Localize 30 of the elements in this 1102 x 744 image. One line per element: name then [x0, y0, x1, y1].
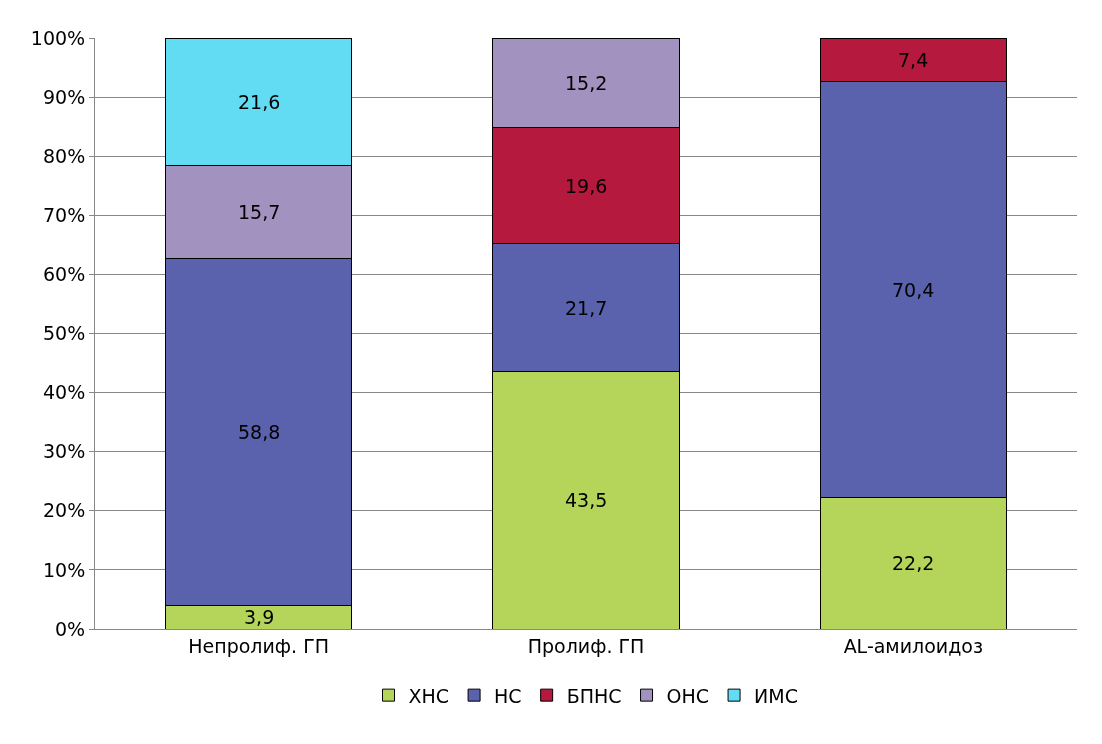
y-tick-label: 30% — [42, 440, 86, 463]
legend-label: ИМС — [754, 684, 798, 707]
y-tick-label: 40% — [42, 381, 86, 404]
y-tick-label: 20% — [42, 499, 86, 522]
x-tick-label: AL-амилоидоз — [843, 634, 984, 657]
data-label: 7,4 — [898, 49, 929, 71]
data-label: 21,6 — [238, 91, 281, 113]
y-tick-label: 0% — [55, 617, 86, 640]
y-tick-label: 70% — [42, 203, 86, 226]
data-label: 19,6 — [565, 175, 608, 197]
data-label: 70,4 — [892, 279, 935, 301]
data-label: 58,8 — [238, 421, 281, 443]
y-tick-label: 50% — [42, 322, 86, 345]
x-tick-label: Пролиф. ГП — [527, 634, 645, 657]
y-tick-label: 10% — [42, 558, 86, 581]
y-tick-label: 90% — [42, 85, 86, 108]
data-label: 43,5 — [565, 489, 608, 511]
legend-label: НС — [494, 684, 522, 707]
y-tick-label: 100% — [30, 26, 86, 49]
y-tick-label: 60% — [42, 263, 86, 286]
x-tick-label: Непролиф. ГП — [188, 634, 330, 657]
data-label: 3,9 — [244, 606, 275, 628]
legend-label: ОНС — [666, 684, 710, 707]
y-tick-label: 80% — [42, 144, 86, 167]
data-label: 21,7 — [565, 297, 608, 319]
legend-label: ХНС — [408, 684, 450, 707]
legend-label: БПНС — [566, 684, 622, 707]
data-label: 15,2 — [565, 72, 608, 94]
data-label: 15,7 — [238, 201, 281, 223]
data-label: 22,2 — [892, 552, 935, 574]
